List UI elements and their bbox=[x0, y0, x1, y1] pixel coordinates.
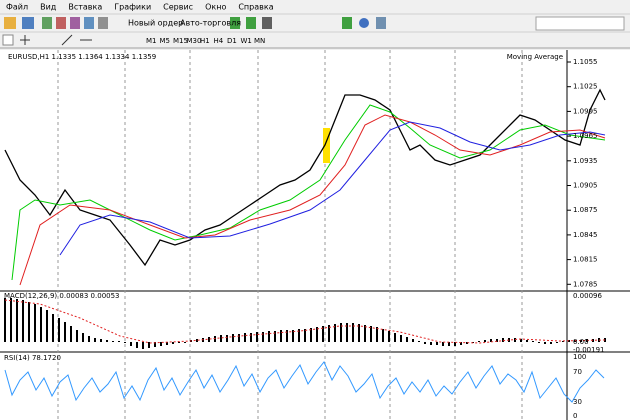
ma-slow bbox=[59, 121, 606, 256]
icon-indicators[interactable] bbox=[342, 17, 352, 29]
icon-navigator[interactable] bbox=[70, 17, 80, 29]
menu-item[interactable]: Вид bbox=[40, 3, 57, 12]
price-label: 1.0875 bbox=[573, 206, 598, 214]
rsi-line bbox=[4, 361, 605, 403]
price-line bbox=[4, 88, 606, 267]
price-label: 1.0905 bbox=[573, 182, 598, 190]
chart-header: EURUSD,H1 1.1335 1.1364 1.1334 1.1359 bbox=[8, 53, 156, 61]
icon-profiles[interactable] bbox=[22, 17, 34, 29]
timeframe-button[interactable]: D1 bbox=[227, 37, 237, 45]
timeframe-button[interactable]: MN bbox=[254, 37, 265, 45]
icon-terminal[interactable] bbox=[84, 17, 94, 29]
icon-data-window[interactable] bbox=[56, 17, 66, 29]
icon-periods[interactable] bbox=[359, 18, 369, 28]
price-label: 1.0995 bbox=[573, 107, 598, 115]
macd-signal bbox=[4, 299, 606, 344]
price-label: 1.0965 bbox=[573, 132, 598, 140]
timeframe-button[interactable]: M5 bbox=[160, 37, 171, 45]
toolbar-icons bbox=[2, 16, 625, 46]
price-label: 1.1055 bbox=[573, 58, 598, 66]
price-label: 1.0815 bbox=[573, 256, 598, 264]
timeframe-button[interactable]: M1 bbox=[146, 37, 157, 45]
menu-item[interactable]: Графики bbox=[114, 3, 151, 12]
timeframe-button[interactable]: H1 bbox=[200, 37, 210, 45]
icon-templates[interactable] bbox=[376, 17, 386, 29]
new-order-button[interactable]: Новый ордер bbox=[128, 19, 183, 28]
icon-zoom-out[interactable] bbox=[246, 17, 256, 29]
rsi-axis-label: 100 bbox=[573, 353, 586, 361]
menu-item[interactable]: Файл bbox=[6, 3, 28, 12]
timeframe-button[interactable]: H4 bbox=[214, 37, 224, 45]
macd-axis-label: -0.00191 bbox=[573, 346, 604, 354]
rsi-axis-label: 70 bbox=[573, 368, 582, 376]
menu-item[interactable]: Окно bbox=[205, 3, 226, 12]
price-label: 1.0935 bbox=[573, 157, 598, 165]
price-label: 1.1025 bbox=[573, 83, 598, 91]
menu-item[interactable]: Сервис bbox=[163, 3, 193, 12]
menu-item[interactable]: Вставка bbox=[68, 3, 102, 12]
auto-trading-button[interactable]: Авто-торговля bbox=[180, 19, 241, 28]
indicator-name: Moving Average bbox=[507, 53, 563, 61]
ma-fast bbox=[11, 104, 606, 281]
rsi-axis-label: 30 bbox=[573, 398, 582, 406]
timeframe-button[interactable]: W1 bbox=[241, 37, 252, 45]
timeframe-button[interactable]: M15 bbox=[173, 37, 188, 45]
rsi-axis-label: 0 bbox=[573, 412, 577, 420]
icon-tester[interactable] bbox=[98, 17, 108, 29]
icon-market-watch[interactable] bbox=[42, 17, 52, 29]
chart-area bbox=[0, 50, 630, 420]
timeframe-button[interactable]: M30 bbox=[187, 37, 202, 45]
icon-new-chart[interactable] bbox=[4, 17, 16, 29]
highlight-box bbox=[323, 128, 330, 163]
price-label: 1.0785 bbox=[573, 280, 598, 288]
price-label: 1.0845 bbox=[573, 231, 598, 239]
macd-axis-label: 0.00 bbox=[573, 338, 589, 346]
menu-item[interactable]: Справка bbox=[238, 3, 273, 12]
icon-zoom-in[interactable] bbox=[230, 17, 240, 29]
macd-header: MACD(12,26,9) 0.00083 0.00053 bbox=[4, 292, 120, 300]
icon-cursor[interactable] bbox=[2, 34, 14, 46]
rsi-header: RSI(14) 78.1720 bbox=[4, 354, 61, 362]
macd-axis-label: 0.00096 bbox=[573, 292, 602, 300]
search-box[interactable] bbox=[535, 16, 625, 31]
icon-tile[interactable] bbox=[262, 17, 272, 29]
